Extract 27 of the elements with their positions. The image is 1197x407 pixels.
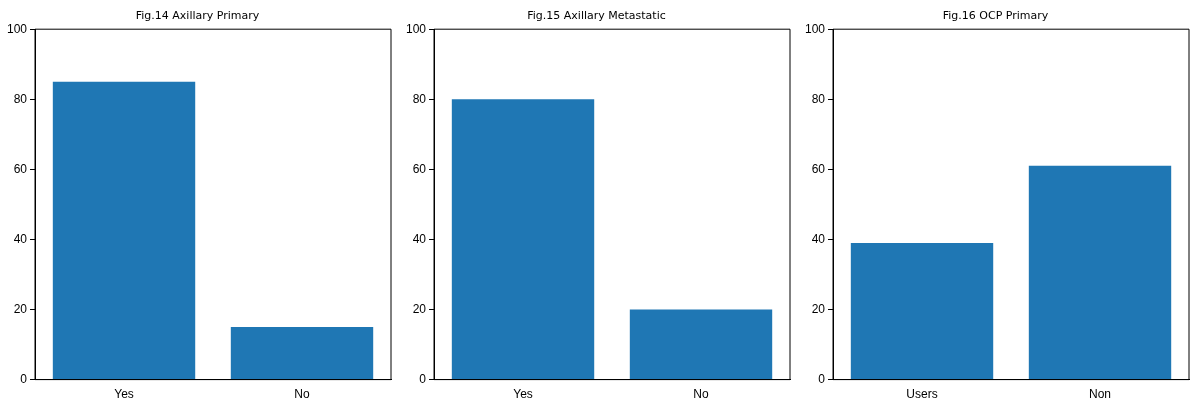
y-tick-label: 0 bbox=[818, 371, 826, 386]
y-tick-label: 100 bbox=[405, 21, 427, 36]
y-tick-label: 0 bbox=[419, 371, 427, 386]
x-tick-label: No bbox=[693, 387, 709, 402]
y-tick-label: 100 bbox=[6, 21, 28, 36]
y-tick-label: 80 bbox=[811, 91, 826, 106]
x-tick-label: Yes bbox=[513, 387, 533, 402]
chart-title: Fig.16 OCP Primary bbox=[942, 9, 1049, 23]
y-tick-label: 20 bbox=[811, 301, 826, 316]
y-tick-label: 80 bbox=[13, 91, 28, 106]
x-tick-label: Users bbox=[906, 387, 938, 402]
y-tick-label: 40 bbox=[13, 231, 28, 246]
y-tick-label: 100 bbox=[804, 21, 826, 36]
chart-title: Fig.14 Axillary Primary bbox=[135, 9, 260, 23]
y-tick-label: 0 bbox=[20, 371, 28, 386]
y-tick-label: 20 bbox=[13, 301, 28, 316]
y-tick-label: 60 bbox=[412, 161, 427, 176]
x-tick-label: Yes bbox=[114, 387, 134, 402]
y-tick-label: 40 bbox=[811, 231, 826, 246]
chart-title: Fig.15 Axillary Metastatic bbox=[527, 9, 666, 23]
y-tick-label: 60 bbox=[13, 161, 28, 176]
x-tick-label: Non bbox=[1089, 387, 1112, 402]
y-tick-label: 60 bbox=[811, 161, 826, 176]
y-tick-label: 20 bbox=[412, 301, 427, 316]
y-tick-label: 80 bbox=[412, 91, 427, 106]
y-tick-label: 40 bbox=[412, 231, 427, 246]
x-tick-label: No bbox=[294, 387, 310, 402]
